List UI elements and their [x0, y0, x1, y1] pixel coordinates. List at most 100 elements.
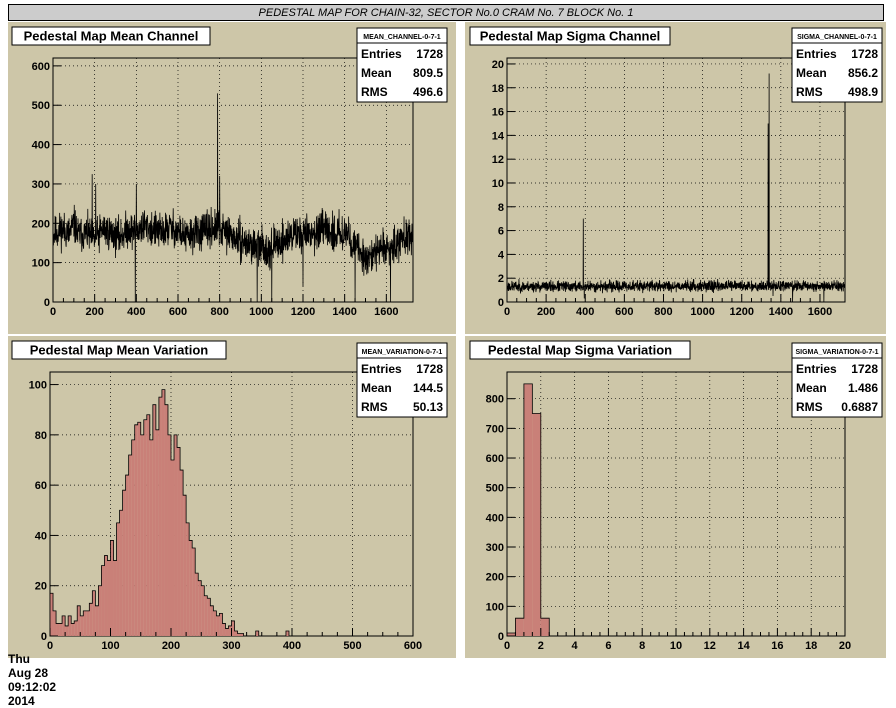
histogram-bar: [122, 490, 126, 636]
histogram-bar: [116, 522, 120, 636]
chart-title-box: [469, 26, 671, 46]
x-tick-label: 400: [576, 306, 594, 318]
stats-box: [791, 27, 883, 103]
chart-title: Pedestal Map Sigma Channel: [480, 29, 661, 44]
plot-frame: [506, 57, 846, 303]
histogram-bar: [149, 439, 153, 636]
x-tick-label: 200: [537, 306, 555, 318]
page-title: PEDESTAL MAP FOR CHAIN-32, SECTOR No.0 C…: [8, 4, 884, 21]
stats-value: 50.13: [413, 400, 443, 414]
histogram-bar: [222, 623, 226, 636]
plots-area: 0 200 400 600 800 1000 1200 1400 160001002003004…: [8, 22, 886, 658]
histogram-bar: [107, 560, 111, 636]
histogram-outline: [49, 389, 413, 637]
chart-title: Pedestal Map Mean Channel: [24, 29, 199, 44]
histogram-bar: [152, 404, 156, 636]
stats-label: Mean: [796, 66, 827, 80]
stats-value: 1728: [851, 362, 878, 376]
stats-label: Mean: [796, 381, 827, 395]
x-tick-label: 600: [615, 306, 633, 318]
histogram-bar: [89, 603, 93, 636]
x-tick-label: 20: [839, 640, 851, 652]
histogram-bar: [71, 623, 75, 636]
histogram-bar: [119, 510, 123, 636]
histogram-bar: [180, 470, 184, 636]
histogram-bar: [56, 623, 60, 636]
x-tick-label: 100: [101, 640, 119, 652]
footer-timestamp: Thu Aug 28 09:12:02 2014: [8, 652, 57, 708]
chart-title-box: [469, 340, 691, 360]
x-tick-label: 8: [639, 640, 645, 652]
histogram-bar: [234, 630, 238, 636]
y-tick-label: 0: [498, 297, 504, 309]
stats-label: RMS: [796, 85, 823, 99]
y-tick-label: 100: [32, 258, 50, 270]
stats-label: RMS: [361, 400, 388, 414]
histogram-bar: [213, 610, 217, 636]
x-tick-label: 1400: [332, 306, 356, 318]
chart-mean-variation: 0 100 200 300 400 500 600 0 20 40 60 80 100 Pedestal …: [8, 336, 456, 658]
y-tick-label: 18: [492, 83, 504, 95]
stats-value: 856.2: [848, 66, 878, 80]
plot-frame: [52, 57, 414, 303]
histogram-bar: [204, 595, 208, 636]
y-tick-label: 0: [498, 631, 504, 643]
histogram-bar: [137, 422, 141, 636]
y-tick-label: 0: [41, 631, 47, 643]
histogram-bar: [74, 620, 78, 636]
x-tick-label: 200: [162, 640, 180, 652]
histogram-bar: [186, 522, 190, 636]
stats-label: RMS: [796, 400, 823, 414]
histogram-bar: [80, 615, 84, 636]
stats-box: [356, 27, 448, 103]
histogram-bar: [110, 540, 114, 636]
x-tick-label: 6: [605, 640, 611, 652]
histogram-bar: [285, 630, 289, 636]
histogram-bar: [216, 615, 220, 636]
x-tick-label: 10: [670, 640, 682, 652]
stats-value: 1728: [416, 362, 443, 376]
histogram-bar: [161, 389, 165, 636]
stats-value: 1.486: [848, 381, 878, 395]
x-tick-label: 0: [504, 640, 510, 652]
x-tick-label: 18: [805, 640, 817, 652]
x-tick-label: 800: [210, 306, 228, 318]
stats-label: Mean: [361, 66, 392, 80]
histogram-bar: [143, 419, 147, 636]
y-tick-label: 300: [486, 542, 504, 554]
histogram-bar: [62, 615, 66, 636]
stats-name: MEAN_VARIATION-0-7-1: [362, 349, 443, 356]
x-tick-label: 0: [50, 306, 56, 318]
x-tick-label: 600: [404, 640, 422, 652]
stats-value: 144.5: [413, 381, 443, 395]
histogram-bar: [128, 454, 132, 636]
y-tick-label: 8: [498, 202, 504, 214]
x-tick-label: 1600: [808, 306, 832, 318]
stats-name: SIGMA_CHANNEL-0-7-1: [797, 34, 877, 41]
x-tick-label: 1600: [374, 306, 398, 318]
series-line: [506, 73, 846, 303]
stats-label: RMS: [361, 85, 388, 99]
histogram-bar: [155, 429, 159, 636]
histogram-bar: [98, 585, 102, 636]
y-tick-label: 800: [486, 394, 504, 406]
histogram-bar: [171, 460, 175, 636]
histogram-bar: [210, 605, 214, 636]
y-tick-label: 300: [32, 179, 50, 191]
y-tick-label: 20: [492, 59, 504, 71]
x-tick-label: 12: [704, 640, 716, 652]
x-tick-label: 400: [283, 640, 301, 652]
y-tick-label: 10: [492, 178, 504, 190]
y-tick-label: 16: [492, 107, 504, 119]
histogram-bar: [231, 620, 235, 636]
x-tick-label: 14: [737, 640, 750, 652]
histogram-bar: [104, 555, 108, 636]
chart-mean-channel: 0 200 400 600 800 1000 1200 1400 1600 0 100 200 300 4…: [8, 22, 456, 334]
histogram-bar: [59, 623, 63, 636]
chart-title: Pedestal Map Mean Variation: [30, 343, 209, 358]
x-tick-label: 1000: [249, 306, 273, 318]
y-tick-label: 80: [35, 430, 47, 442]
stats-name: SIGMA_VARIATION-0-7-1: [796, 349, 879, 356]
stats-label: Entries: [361, 362, 402, 376]
x-tick-label: 0: [504, 306, 510, 318]
